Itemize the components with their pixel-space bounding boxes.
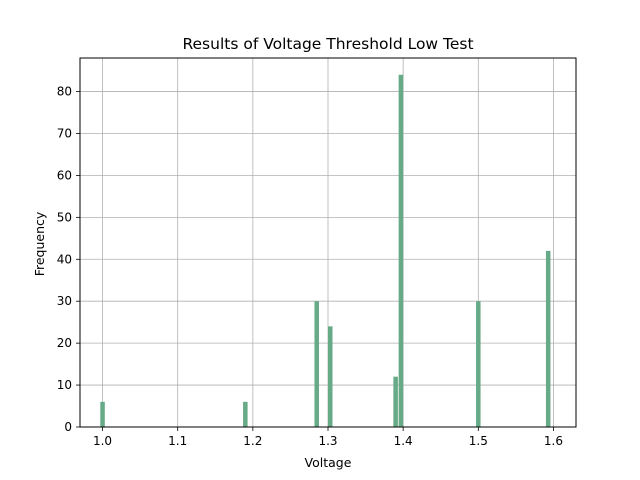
x-tick-label: 1.1 xyxy=(168,434,187,448)
histogram-bars xyxy=(100,74,551,427)
histogram-bar xyxy=(100,401,105,427)
y-tick-label: 20 xyxy=(57,336,72,350)
histogram-bar xyxy=(545,250,551,427)
x-tick-label: 1.4 xyxy=(394,434,413,448)
histogram-bar xyxy=(398,74,404,427)
y-tick-label: 10 xyxy=(57,378,72,392)
histogram-bar xyxy=(243,401,248,427)
y-tick-label: 0 xyxy=(64,420,72,434)
histogram-bar xyxy=(314,301,319,427)
x-tick-label: 1.3 xyxy=(318,434,337,448)
histogram-bar xyxy=(476,301,481,427)
y-axis-label: Frequency xyxy=(32,211,47,276)
y-tick-label: 80 xyxy=(57,85,72,99)
x-tick-label: 1.0 xyxy=(93,434,112,448)
y-tick-label: 70 xyxy=(57,126,72,140)
histogram-bar xyxy=(328,326,333,427)
x-tick-label: 1.6 xyxy=(544,434,563,448)
x-axis-ticks: 1.0 1.1 1.2 1.3 1.4 1.5 1.6 xyxy=(93,427,563,448)
chart-title: Results of Voltage Threshold Low Test xyxy=(182,35,473,53)
y-tick-label: 60 xyxy=(57,168,72,182)
x-tick-label: 1.5 xyxy=(469,434,488,448)
y-tick-label: 40 xyxy=(57,252,72,266)
x-tick-label: 1.2 xyxy=(243,434,262,448)
y-tick-label: 30 xyxy=(57,294,72,308)
x-axis-label: Voltage xyxy=(305,455,352,470)
y-axis-ticks: 0 10 20 30 40 50 60 70 80 xyxy=(57,85,80,434)
y-tick-label: 50 xyxy=(57,210,72,224)
histogram-bar xyxy=(393,376,398,427)
